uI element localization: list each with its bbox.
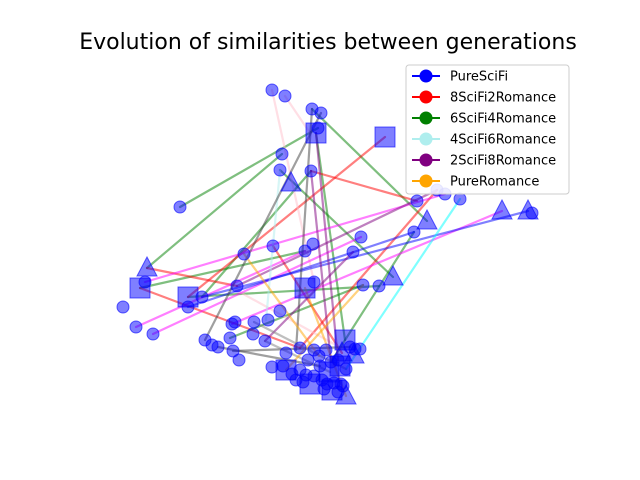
data-point-33 [195, 290, 209, 304]
data-point-16 [491, 198, 513, 220]
legend-marker-1 [419, 90, 433, 104]
data-point-42 [146, 327, 160, 341]
data-point-37 [356, 278, 370, 292]
data-point-22 [346, 245, 360, 259]
chart-title: Evolution of similarities between genera… [79, 30, 577, 55]
data-point-56 [293, 341, 307, 355]
data-point-38 [372, 279, 386, 293]
data-point-24 [298, 244, 312, 258]
data-point-26 [237, 247, 251, 261]
data-point-10 [280, 170, 302, 192]
connection-line-4 [186, 284, 381, 299]
data-point-21 [354, 230, 368, 244]
data-point-48 [258, 334, 272, 348]
connection-line-19 [134, 249, 307, 329]
connection-line-13 [138, 286, 302, 350]
data-point-53 [226, 344, 240, 358]
legend-label-5: PureRomance [450, 175, 539, 190]
legend-label-3: 4SciFi6Romance [450, 133, 556, 148]
connection-line-25 [235, 188, 439, 288]
data-point-88 [335, 383, 357, 405]
data-point-45 [247, 315, 261, 329]
data-point-6 [374, 126, 396, 148]
data-point-47 [246, 327, 260, 341]
data-point-36 [307, 275, 321, 289]
connection-line-7 [200, 169, 313, 299]
data-point-27 [136, 255, 158, 277]
data-point-49 [223, 331, 237, 345]
connection-line-12 [186, 135, 387, 299]
data-point-1 [278, 89, 292, 103]
connection-line-20 [151, 235, 363, 336]
connection-line-1 [178, 126, 320, 209]
data-point-52 [211, 340, 225, 354]
data-point-3 [314, 106, 328, 120]
legend-label-2: 6SciFi4Romance [450, 112, 556, 127]
data-point-40 [273, 304, 287, 318]
legend-marker-5 [419, 174, 433, 188]
connection-line-21 [143, 192, 447, 284]
legend-marker-0 [419, 69, 433, 83]
connection-line-38 [284, 283, 365, 372]
data-point-8 [273, 163, 287, 177]
data-points [116, 83, 539, 405]
legend-marker-4 [419, 153, 433, 167]
data-point-70 [339, 362, 353, 376]
data-point-41 [129, 320, 143, 334]
data-point-32 [181, 300, 195, 314]
data-point-5 [305, 122, 327, 144]
data-point-12 [410, 194, 424, 208]
data-point-25 [266, 239, 280, 253]
data-point-18 [525, 206, 539, 220]
data-point-39 [382, 264, 404, 286]
data-point-59 [319, 343, 333, 357]
data-point-9 [304, 164, 318, 178]
data-point-30 [116, 300, 130, 314]
connection-line-0 [145, 152, 284, 270]
data-point-54 [232, 353, 246, 367]
data-point-91 [301, 353, 315, 367]
data-point-0 [265, 83, 279, 97]
data-point-44 [228, 315, 242, 329]
data-point-34 [230, 279, 244, 293]
connection-line-23 [200, 209, 530, 299]
connection-line-10 [145, 266, 239, 288]
data-point-89 [307, 369, 321, 383]
data-point-19 [416, 208, 438, 230]
legend-marker-3 [419, 132, 433, 146]
connection-line-26 [309, 169, 333, 364]
data-point-7 [275, 147, 289, 161]
data-point-20 [407, 225, 421, 239]
data-point-90 [313, 359, 327, 373]
connection-line-11 [309, 169, 419, 203]
connection-line-27 [314, 131, 340, 362]
legend-box [405, 64, 570, 195]
data-point-15 [453, 192, 467, 206]
data-point-55 [279, 346, 293, 360]
connection-line-32 [203, 111, 323, 342]
connection-line-2 [310, 107, 429, 223]
data-point-11 [173, 200, 187, 214]
legend: PureSciFi 8SciFi2Romance 6SciFi4Romance 4Sc… [405, 64, 570, 195]
legend-marker-2 [419, 111, 433, 125]
legend-label-1: 8SciFi2Romance [450, 91, 556, 106]
data-point-46 [261, 313, 275, 327]
legend-label-0: PureSciFi [450, 70, 508, 85]
connection-line-31 [294, 107, 314, 352]
legend-label-4: 2SciFi8Romance [450, 154, 556, 169]
connection-line-6 [314, 131, 347, 342]
data-point-29 [129, 277, 151, 299]
